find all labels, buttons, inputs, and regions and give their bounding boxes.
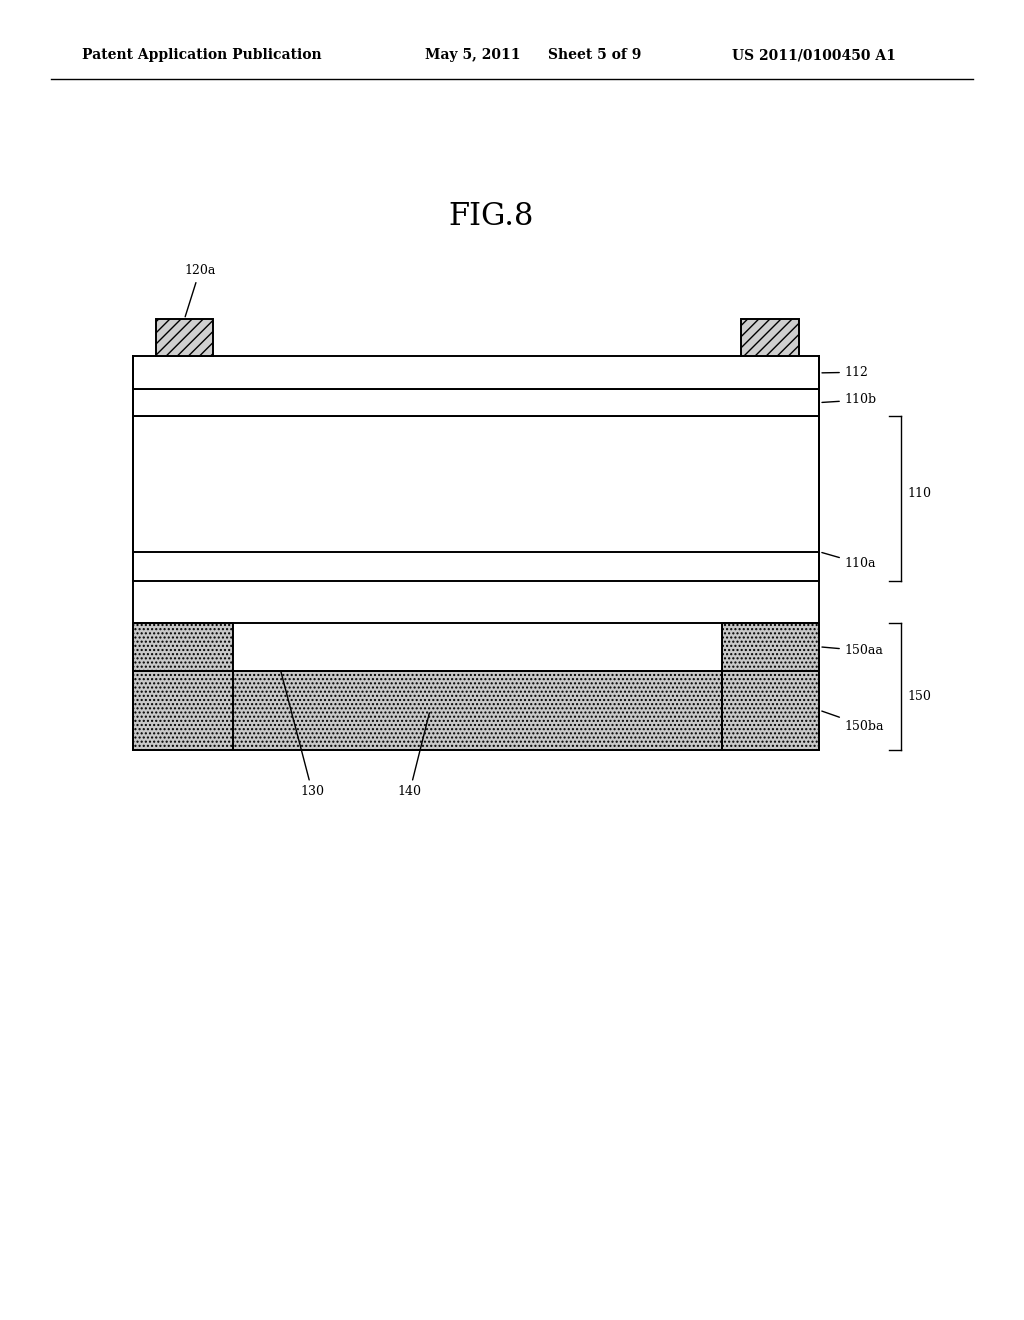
Bar (133, 671, 819, 750)
Text: 110a: 110a (822, 553, 877, 570)
Text: 150: 150 (907, 690, 931, 704)
Bar (133, 389, 819, 416)
Text: 140: 140 (397, 713, 429, 799)
Text: 110: 110 (907, 487, 931, 500)
Text: 112: 112 (822, 366, 868, 379)
Bar (722, 623, 819, 750)
Text: 110b: 110b (822, 393, 877, 407)
Text: 120a: 120a (184, 264, 215, 317)
Bar (233, 623, 722, 671)
Bar (133, 623, 233, 750)
Text: 150aa: 150aa (822, 644, 884, 657)
Text: US 2011/0100450 A1: US 2011/0100450 A1 (732, 49, 896, 62)
Text: FIG.8: FIG.8 (449, 201, 535, 232)
Bar (133, 416, 819, 581)
Text: Sheet 5 of 9: Sheet 5 of 9 (548, 49, 641, 62)
Bar (741, 319, 799, 356)
Text: Patent Application Publication: Patent Application Publication (82, 49, 322, 62)
Text: 130: 130 (275, 649, 325, 799)
Bar (156, 319, 213, 356)
Text: May 5, 2011: May 5, 2011 (425, 49, 520, 62)
Bar (133, 356, 819, 389)
Text: 150ba: 150ba (822, 711, 885, 733)
